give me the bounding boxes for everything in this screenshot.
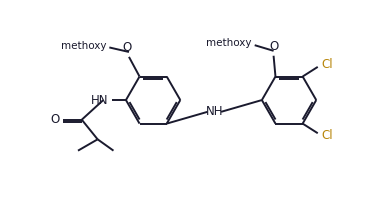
Text: methoxy: methoxy <box>61 41 106 51</box>
Text: methoxy: methoxy <box>206 38 252 48</box>
Text: O: O <box>269 40 278 53</box>
Text: NH: NH <box>206 105 223 118</box>
Text: Cl: Cl <box>322 129 333 142</box>
Text: O: O <box>51 113 60 126</box>
Text: O: O <box>123 41 132 54</box>
Text: HN: HN <box>91 94 108 107</box>
Text: Cl: Cl <box>322 58 333 71</box>
